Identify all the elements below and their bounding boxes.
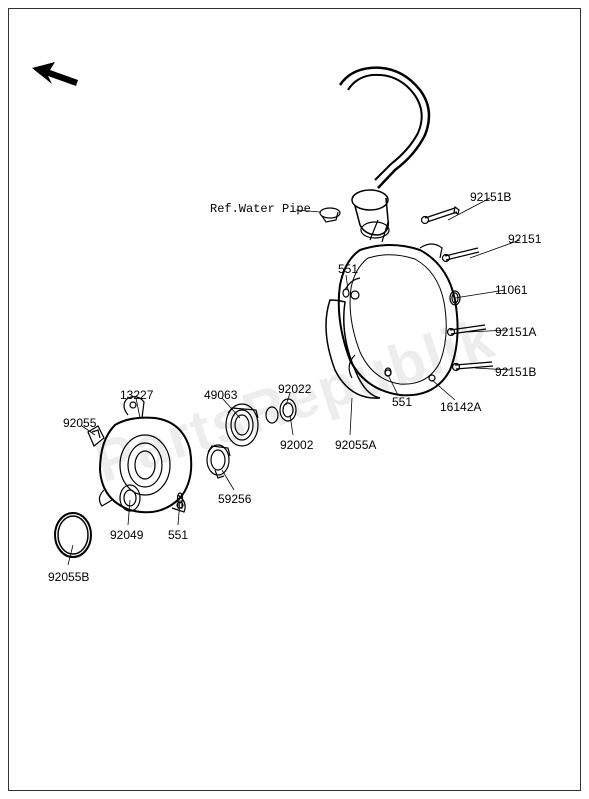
part-label-92151A: 92151A [495,325,536,339]
ref-water-pipe-label: Ref.Water Pipe [210,202,311,216]
parts-diagram [0,0,589,799]
part-label-92055: 92055 [63,416,96,430]
part-label-92055A: 92055A [335,438,376,452]
part-label-92055B: 92055B [48,570,89,584]
part-label-11061: 11061 [495,283,527,297]
part-label-551b: 551 [392,395,412,409]
part-label-92022: 92022 [278,382,311,396]
part-label-92049: 92049 [110,528,143,542]
part-label-13227: 13227 [120,388,153,402]
part-label-92151B: 92151B [470,190,511,204]
part-label-59256: 59256 [218,492,251,506]
part-label-92151: 92151 [508,232,541,246]
part-label-92002: 92002 [280,438,313,452]
part-label-551a: 551 [338,262,358,276]
part-label-49063: 49063 [204,388,237,402]
part-label-16142A: 16142A [440,400,481,414]
part-label-92151B2: 92151B [495,365,536,379]
part-label-551c: 551 [168,528,188,542]
